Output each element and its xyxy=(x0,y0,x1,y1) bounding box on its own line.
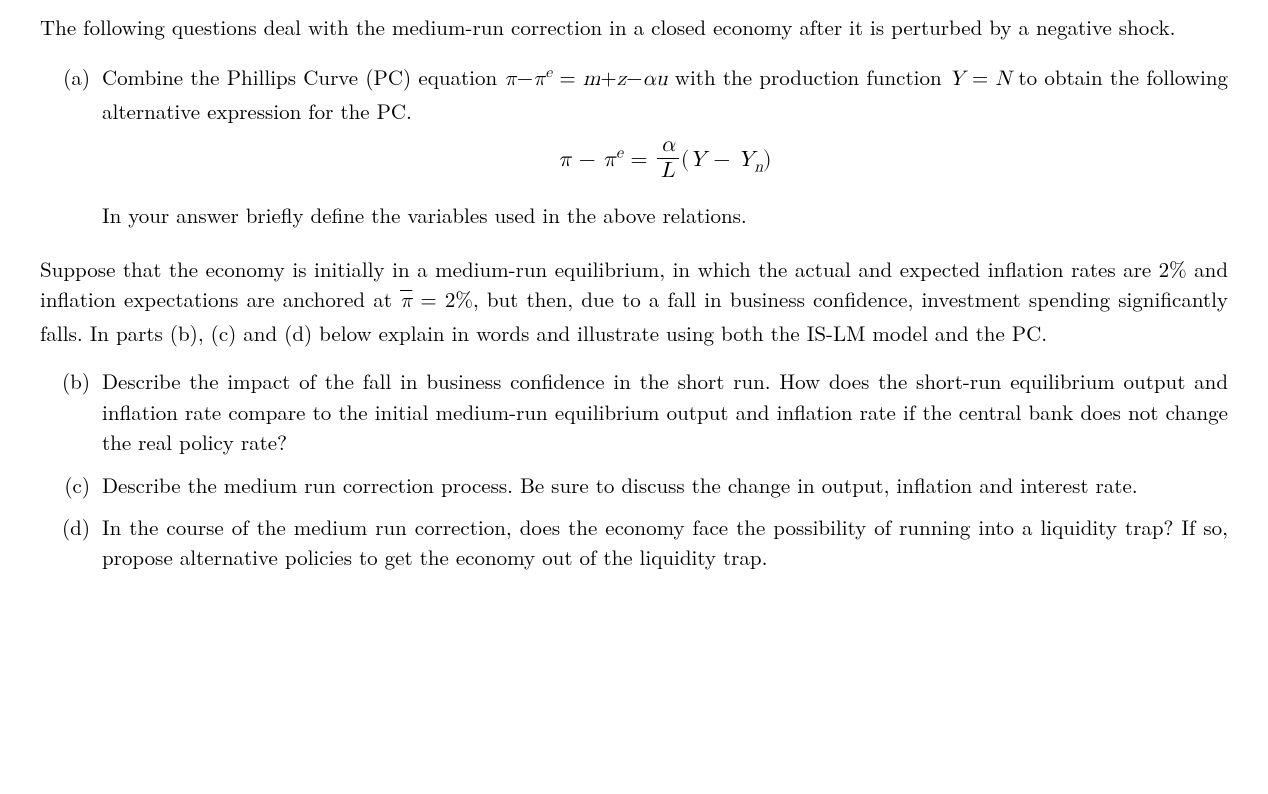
item-label-b: (b) xyxy=(40,366,102,457)
sym-u: u xyxy=(656,69,668,90)
text: Combine the Phillips Curve (PC) equation xyxy=(102,62,504,92)
frac-den: L xyxy=(657,159,679,183)
question-a: (a) Combine the Phillips Curve (PC) equa… xyxy=(40,62,1228,230)
sym-N: N xyxy=(995,69,1011,90)
text: with the production function xyxy=(668,62,949,92)
item-body-a: Combine the Phillips Curve (PC) equation… xyxy=(102,62,1228,230)
sym-z: z xyxy=(617,69,626,90)
item-label-a: (a) xyxy=(40,62,102,230)
sym-Y: Y xyxy=(689,149,706,171)
sym-eq: = xyxy=(965,69,996,90)
sym-pi-bar: π xyxy=(400,291,412,312)
sym-pi: π xyxy=(558,149,571,171)
sym-plus: + xyxy=(600,69,616,90)
sym-pi: π xyxy=(603,149,616,171)
item-body-d: In the course of the medium run correcti… xyxy=(102,512,1228,573)
display-equation: π − πe = αL(Y − Yn) xyxy=(102,136,1228,185)
sym-minus: − xyxy=(626,69,642,90)
item-label-d: (d) xyxy=(40,512,102,573)
intro-paragraph: The following questions deal with the me… xyxy=(40,12,1228,42)
eq-lhs: π − πe = αL(Y − Yn) xyxy=(558,149,771,171)
frac-num: α xyxy=(657,134,679,159)
math-inline: π−πe = m+z−αu xyxy=(504,69,667,90)
question-list: (a) Combine the Phillips Curve (PC) equa… xyxy=(40,62,1228,230)
sym-m: m xyxy=(583,69,601,90)
question-c: (c) Describe the medium run correction p… xyxy=(40,470,1228,500)
sym-rparen: ) xyxy=(763,149,772,171)
sup-e: e xyxy=(616,145,623,161)
text: In your answer briefly define the variab… xyxy=(102,200,1228,230)
sub-n: n xyxy=(754,159,763,175)
sym-minus: − xyxy=(706,149,738,171)
sym-minus: − xyxy=(517,69,533,90)
question-d: (d) In the course of the medium run corr… xyxy=(40,512,1228,573)
sym-pi: π xyxy=(504,69,516,90)
mid-paragraph: Suppose that the economy is initially in… xyxy=(40,254,1228,348)
question-list-2: (b) Describe the impact of the fall in b… xyxy=(40,366,1228,573)
item-body-c: Describe the medium run correction proce… xyxy=(102,470,1228,500)
sym-Y: Y xyxy=(949,69,965,90)
sym-minus: − xyxy=(571,149,603,171)
fraction: αL xyxy=(657,134,679,183)
question-b: (b) Describe the impact of the fall in b… xyxy=(40,366,1228,457)
document-page: The following questions deal with the me… xyxy=(0,0,1268,794)
sym-pi: π xyxy=(533,69,545,90)
item-body-b: Describe the impact of the fall in busin… xyxy=(102,366,1228,457)
math-inline: π = 2% xyxy=(400,291,473,312)
sym-eq: = xyxy=(623,149,655,171)
math-inline: Y = N xyxy=(949,69,1011,90)
item-label-c: (c) xyxy=(40,470,102,500)
sym-eq-val: = 2% xyxy=(412,291,473,312)
sym-alpha: α xyxy=(642,69,655,90)
sym-eq: = xyxy=(552,69,583,90)
sym-Y: Y xyxy=(738,149,755,171)
